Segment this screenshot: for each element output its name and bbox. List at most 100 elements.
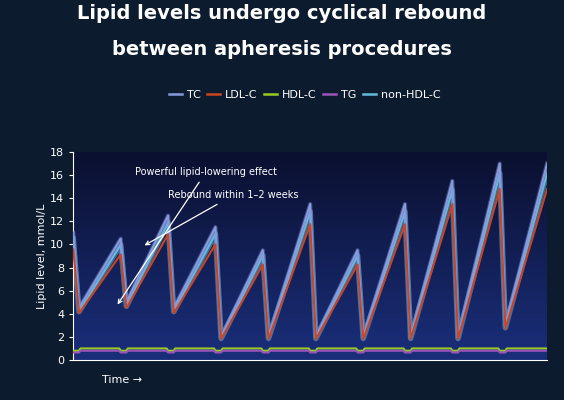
Bar — [73, 282, 547, 284]
Bar — [73, 263, 547, 265]
Bar — [73, 197, 547, 199]
Bar — [73, 308, 547, 310]
Bar — [73, 254, 547, 256]
Bar — [73, 221, 547, 223]
Legend: TC, LDL-C, HDL-C, TG, non-HDL-C: TC, LDL-C, HDL-C, TG, non-HDL-C — [164, 86, 445, 104]
Text: Powerful lipid-lowering effect: Powerful lipid-lowering effect — [118, 167, 277, 303]
Bar — [73, 312, 547, 313]
Bar — [73, 188, 547, 190]
Bar — [73, 230, 547, 232]
Bar — [73, 173, 547, 174]
Bar — [73, 228, 547, 230]
Text: Time →: Time → — [102, 374, 142, 384]
Bar — [73, 195, 547, 197]
Bar — [73, 298, 547, 299]
Bar — [73, 159, 547, 161]
Bar — [73, 214, 547, 216]
Bar — [73, 284, 547, 286]
Bar — [73, 296, 547, 298]
Bar — [73, 225, 547, 226]
Bar — [73, 341, 547, 343]
Bar — [73, 194, 547, 195]
Bar — [73, 204, 547, 206]
Bar — [73, 166, 547, 168]
Bar — [73, 294, 547, 296]
Bar — [73, 339, 547, 341]
Bar — [73, 318, 547, 320]
Bar — [73, 183, 547, 185]
Bar — [73, 251, 547, 252]
Bar — [73, 272, 547, 273]
Bar — [73, 154, 547, 156]
Bar — [73, 206, 547, 208]
Bar — [73, 185, 547, 187]
Bar — [73, 247, 547, 249]
Bar — [73, 277, 547, 278]
Bar — [73, 346, 547, 348]
Bar — [73, 169, 547, 171]
Bar — [73, 336, 547, 338]
Bar — [73, 208, 547, 209]
Bar — [73, 157, 547, 159]
Y-axis label: Lipid level, mmol/L: Lipid level, mmol/L — [37, 203, 47, 309]
Bar — [73, 304, 547, 306]
Bar — [73, 156, 547, 157]
Bar — [73, 278, 547, 280]
Bar — [73, 334, 547, 336]
Bar — [73, 180, 547, 182]
Bar — [73, 192, 547, 194]
Bar — [73, 190, 547, 192]
Bar — [73, 161, 547, 162]
Bar — [73, 325, 547, 327]
Bar — [73, 355, 547, 356]
Bar — [73, 164, 547, 166]
Text: between apheresis procedures: between apheresis procedures — [112, 40, 452, 59]
Bar — [73, 332, 547, 334]
Bar — [73, 343, 547, 344]
Bar — [73, 266, 547, 268]
Bar — [73, 303, 547, 304]
Bar — [73, 338, 547, 339]
Bar — [73, 168, 547, 169]
Bar — [73, 313, 547, 315]
Bar — [73, 322, 547, 324]
Bar — [73, 306, 547, 308]
Text: Lipid levels undergo cyclical rebound: Lipid levels undergo cyclical rebound — [77, 4, 487, 23]
Bar — [73, 223, 547, 225]
Bar — [73, 242, 547, 244]
Bar — [73, 174, 547, 176]
Bar — [73, 187, 547, 188]
Bar — [73, 280, 547, 282]
Bar — [73, 286, 547, 287]
Bar — [73, 237, 547, 239]
Bar — [73, 261, 547, 263]
Bar — [73, 289, 547, 291]
Bar — [73, 292, 547, 294]
Bar — [73, 199, 547, 200]
Bar — [73, 240, 547, 242]
Bar — [73, 178, 547, 180]
Bar — [73, 162, 547, 164]
Bar — [73, 310, 547, 312]
Bar — [73, 176, 547, 178]
Bar — [73, 244, 547, 246]
Bar — [73, 344, 547, 346]
Bar — [73, 275, 547, 277]
Bar — [73, 220, 547, 221]
Bar — [73, 171, 547, 173]
Bar — [73, 348, 547, 350]
Bar — [73, 152, 547, 154]
Bar — [73, 330, 547, 332]
Bar — [73, 249, 547, 251]
Bar — [73, 353, 547, 355]
Bar — [73, 315, 547, 317]
Bar — [73, 270, 547, 272]
Bar — [73, 209, 547, 211]
Bar — [73, 218, 547, 220]
Bar — [73, 260, 547, 261]
Bar — [73, 268, 547, 270]
Bar — [73, 301, 547, 303]
Bar — [73, 299, 547, 301]
Bar — [73, 350, 547, 351]
Bar — [73, 216, 547, 218]
